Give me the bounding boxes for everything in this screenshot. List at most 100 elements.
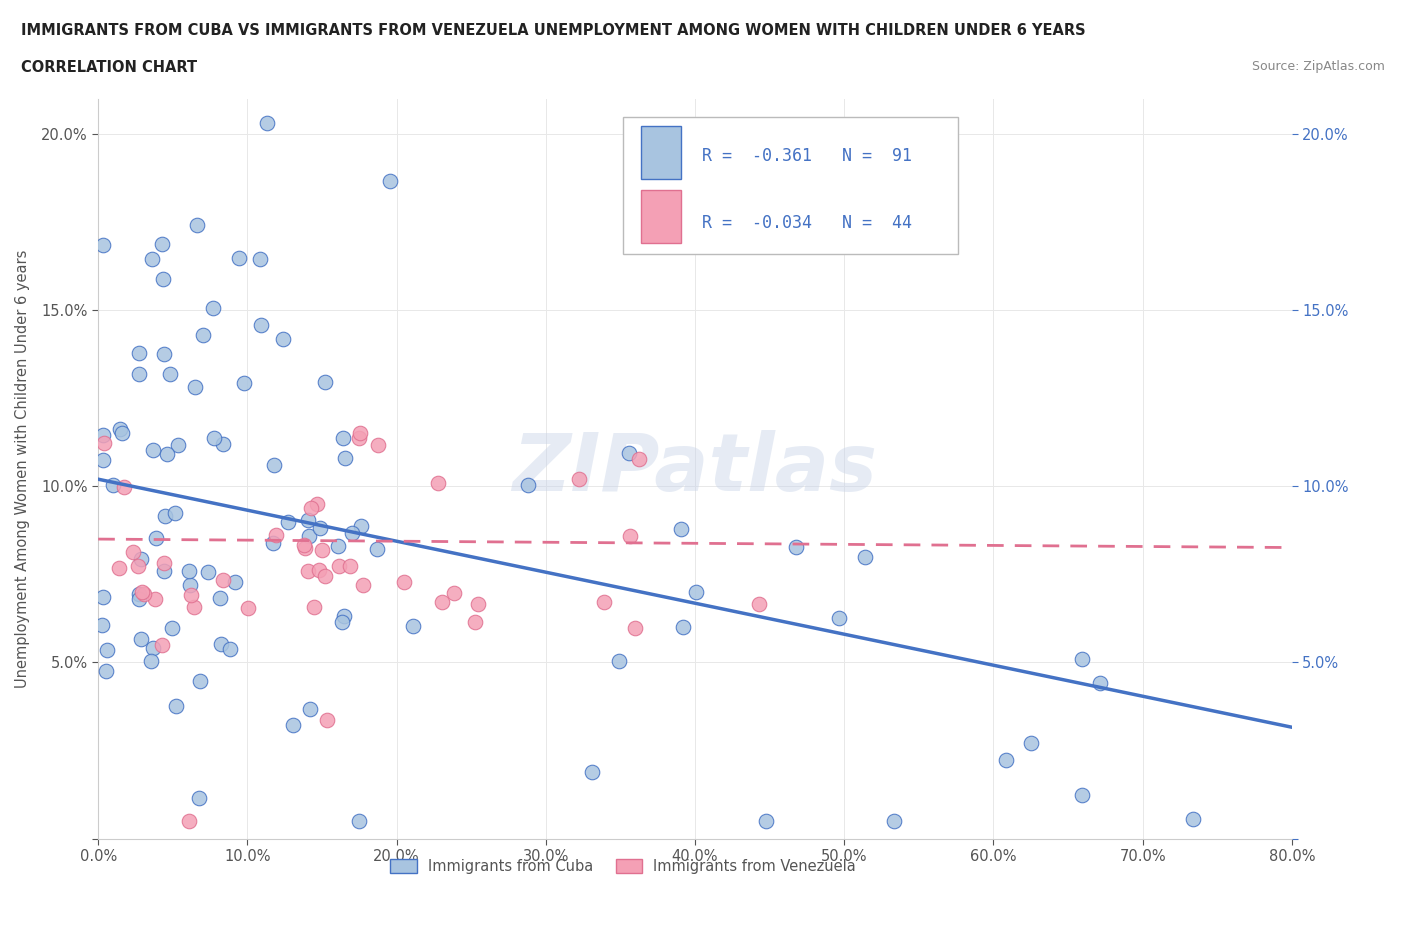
Point: [184, 379, 207, 394]
Point: [201, 300, 224, 315]
Point: [592, 594, 614, 609]
Point: [142, 641, 165, 656]
Point: [623, 620, 645, 635]
Text: R =  -0.034   N =  44: R = -0.034 N = 44: [702, 214, 912, 232]
Point: [330, 615, 353, 630]
Point: [162, 620, 184, 635]
Point: [401, 618, 423, 633]
Point: [617, 445, 640, 460]
Point: [394, 575, 416, 590]
Point: [302, 600, 325, 615]
Point: [127, 558, 149, 573]
Point: [443, 586, 465, 601]
Point: [180, 588, 202, 603]
Point: [349, 426, 371, 441]
Point: [785, 539, 807, 554]
Point: [209, 636, 232, 651]
Point: [256, 116, 278, 131]
Point: [128, 345, 150, 360]
Point: [672, 619, 695, 634]
Point: [122, 544, 145, 559]
Point: [828, 611, 851, 626]
Point: [232, 375, 254, 390]
Point: [380, 174, 402, 189]
Point: [110, 422, 132, 437]
Point: [995, 752, 1018, 767]
Point: [1019, 736, 1042, 751]
Point: [94, 663, 117, 678]
Point: [156, 447, 179, 462]
Point: [299, 500, 322, 515]
Point: [671, 522, 693, 537]
Point: [432, 595, 454, 610]
Point: [165, 506, 187, 521]
Point: [349, 814, 371, 829]
Point: [249, 251, 271, 266]
Point: [297, 564, 319, 578]
Point: [277, 515, 299, 530]
Point: [1088, 676, 1111, 691]
Point: [427, 476, 450, 491]
Point: [139, 654, 162, 669]
Point: [298, 528, 321, 543]
Point: [152, 564, 174, 578]
Point: [335, 451, 357, 466]
Point: [352, 578, 374, 592]
Point: [131, 585, 153, 600]
Point: [467, 596, 489, 611]
Point: [292, 538, 315, 552]
Point: [128, 592, 150, 607]
Point: [308, 563, 330, 578]
Point: [326, 538, 349, 553]
Point: [298, 701, 321, 716]
Point: [228, 250, 250, 265]
Point: [152, 555, 174, 570]
Point: [581, 764, 603, 779]
Point: [367, 438, 389, 453]
Point: [366, 542, 388, 557]
Legend: Immigrants from Cuba, Immigrants from Venezuela: Immigrants from Cuba, Immigrants from Ve…: [385, 853, 862, 880]
Bar: [641, 126, 681, 179]
Point: [315, 712, 337, 727]
Point: [339, 559, 361, 574]
Point: [188, 790, 211, 805]
Point: [145, 530, 167, 545]
Point: [350, 519, 373, 534]
Point: [212, 437, 235, 452]
Point: [111, 426, 134, 441]
Point: [517, 478, 540, 493]
Point: [142, 443, 165, 458]
Point: [91, 428, 114, 443]
Text: IMMIGRANTS FROM CUBA VS IMMIGRANTS FROM VENEZUELA UNEMPLOYMENT AMONG WOMEN WITH : IMMIGRANTS FROM CUBA VS IMMIGRANTS FROM …: [21, 23, 1085, 38]
Point: [131, 631, 153, 646]
Point: [112, 480, 135, 495]
Point: [143, 591, 166, 606]
Point: [191, 328, 214, 343]
Point: [283, 718, 305, 733]
Point: [236, 601, 259, 616]
Point: [249, 317, 271, 332]
Point: [93, 453, 115, 468]
Point: [333, 608, 356, 623]
Text: Source: ZipAtlas.com: Source: ZipAtlas.com: [1251, 60, 1385, 73]
Point: [755, 814, 778, 829]
Point: [202, 431, 225, 445]
Point: [607, 654, 630, 669]
Point: [134, 587, 156, 602]
Text: CORRELATION CHART: CORRELATION CHART: [21, 60, 197, 75]
Point: [150, 237, 173, 252]
Point: [165, 698, 187, 713]
Point: [297, 512, 319, 527]
Point: [218, 641, 240, 656]
Point: [152, 347, 174, 362]
Point: [159, 366, 181, 381]
Point: [96, 643, 118, 658]
Point: [108, 561, 131, 576]
Point: [167, 438, 190, 453]
Point: [179, 578, 201, 592]
Point: [464, 614, 486, 629]
Y-axis label: Unemployment Among Women with Children Under 6 years: Unemployment Among Women with Children U…: [15, 249, 30, 688]
Point: [1071, 787, 1094, 802]
Point: [128, 586, 150, 601]
Text: ZIPatlas: ZIPatlas: [512, 430, 877, 508]
